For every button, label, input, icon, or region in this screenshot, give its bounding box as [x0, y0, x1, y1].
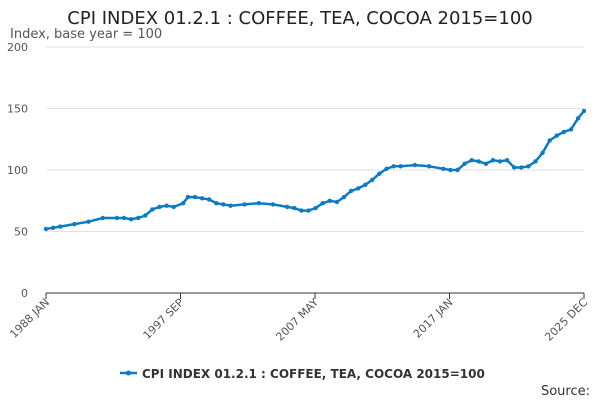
data-point[interactable]: [512, 165, 517, 170]
data-point[interactable]: [561, 129, 567, 135]
data-point[interactable]: [157, 204, 162, 210]
y-tick-label: 50: [14, 226, 28, 239]
x-tick-label: 1997 SEP: [141, 296, 187, 342]
data-point[interactable]: [228, 203, 233, 208]
series-layer: [43, 108, 587, 232]
y-tick-label: 200: [7, 41, 28, 54]
data-point[interactable]: [334, 199, 340, 205]
data-point[interactable]: [199, 196, 205, 201]
y-tick-label: 0: [21, 287, 28, 300]
data-point[interactable]: [370, 177, 375, 182]
x-tick-label: 1988 JAN: [7, 296, 52, 341]
data-point[interactable]: [554, 133, 559, 138]
x-tick-label: 2017 JAN: [411, 296, 456, 341]
data-point[interactable]: [398, 164, 403, 169]
grid: [46, 46, 584, 232]
data-point[interactable]: [356, 186, 361, 191]
data-point[interactable]: [128, 217, 134, 222]
data-point[interactable]: [171, 204, 176, 210]
data-point[interactable]: [270, 202, 276, 207]
data-point[interactable]: [581, 108, 587, 114]
data-point[interactable]: [568, 127, 574, 132]
data-point[interactable]: [150, 207, 155, 212]
data-point[interactable]: [547, 138, 552, 143]
data-point[interactable]: [214, 201, 219, 206]
data-point[interactable]: [299, 208, 304, 213]
data-point[interactable]: [490, 158, 496, 163]
axes: 0 50 100 150 200 1988 JAN 1997 SEP 2007 MAY 2017…: [7, 41, 590, 344]
data-point[interactable]: [256, 201, 261, 206]
data-point[interactable]: [181, 201, 186, 206]
data-point[interactable]: [348, 188, 354, 194]
legend-marker: [126, 370, 131, 376]
data-point[interactable]: [114, 215, 120, 221]
legend-label: CPI INDEX 01.2.1 : COFFEE, TEA, COCOA 20…: [142, 367, 485, 381]
data-point[interactable]: [221, 202, 226, 207]
x-tick-label: 2007 MAY: [273, 296, 321, 344]
data-point[interactable]: [143, 213, 148, 218]
data-point[interactable]: [43, 226, 49, 232]
data-point[interactable]: [306, 208, 311, 213]
data-point[interactable]: [285, 204, 290, 210]
data-point[interactable]: [483, 161, 489, 166]
y-axis-label: Index, base year = 100: [10, 27, 162, 42]
data-point[interactable]: [341, 194, 347, 200]
x-tick-label: 2025 DEC: [542, 296, 590, 344]
data-point[interactable]: [526, 164, 531, 169]
data-point[interactable]: [164, 203, 169, 208]
data-point[interactable]: [391, 164, 396, 169]
data-point[interactable]: [320, 201, 325, 206]
data-point[interactable]: [469, 158, 474, 163]
data-point[interactable]: [50, 225, 56, 230]
data-point[interactable]: [497, 159, 503, 164]
data-point[interactable]: [185, 194, 191, 200]
data-point[interactable]: [292, 205, 297, 211]
data-point[interactable]: [207, 197, 212, 202]
data-point[interactable]: [58, 224, 63, 229]
data-point[interactable]: [86, 219, 91, 224]
legend[interactable]: CPI INDEX 01.2.1 : COFFEE, TEA, COCOA 20…: [120, 367, 485, 381]
data-point[interactable]: [72, 221, 77, 227]
data-point[interactable]: [519, 165, 524, 170]
y-tick-label: 150: [7, 103, 28, 116]
data-point[interactable]: [121, 215, 127, 221]
data-point[interactable]: [575, 116, 581, 121]
data-point[interactable]: [377, 171, 382, 176]
data-point[interactable]: [504, 158, 510, 163]
data-point[interactable]: [462, 161, 467, 166]
data-point[interactable]: [426, 164, 432, 169]
data-point[interactable]: [136, 215, 141, 221]
data-point[interactable]: [363, 182, 368, 187]
data-point[interactable]: [192, 194, 198, 200]
source-label: Source:: [541, 384, 590, 399]
chart-title: CPI INDEX 01.2.1 : COFFEE, TEA, COCOA 20…: [67, 8, 532, 29]
data-point[interactable]: [455, 167, 460, 173]
data-point[interactable]: [327, 198, 332, 203]
data-point[interactable]: [412, 162, 418, 168]
data-point[interactable]: [441, 166, 446, 171]
data-point[interactable]: [476, 159, 481, 164]
data-point[interactable]: [533, 159, 538, 164]
data-point[interactable]: [100, 215, 106, 221]
data-point[interactable]: [242, 202, 247, 207]
y-tick-label: 100: [7, 164, 28, 177]
data-point[interactable]: [540, 150, 545, 155]
data-point[interactable]: [448, 167, 453, 173]
data-point[interactable]: [384, 166, 389, 171]
data-point[interactable]: [313, 205, 318, 211]
